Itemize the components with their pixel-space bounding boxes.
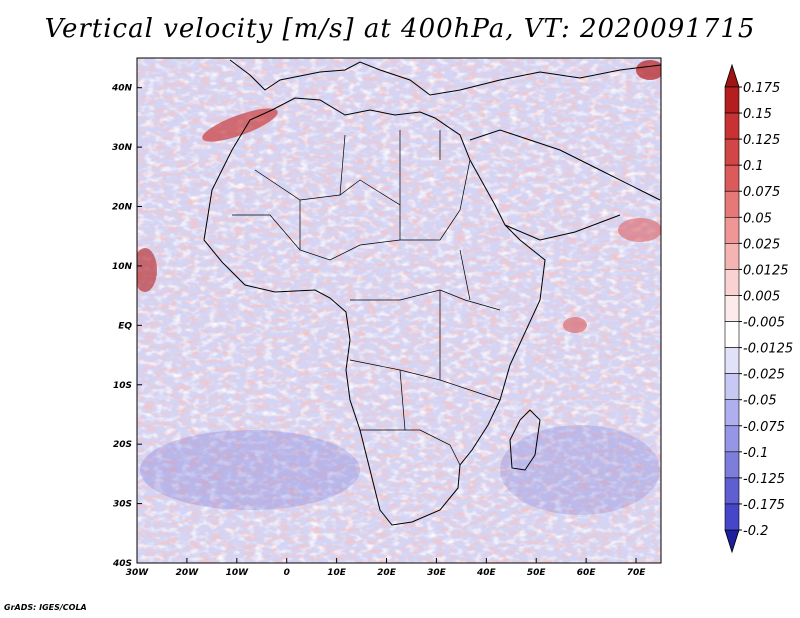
- colorbar-label: 0.05: [743, 211, 772, 226]
- colorbar-swatch: [724, 164, 740, 192]
- colorbar-swatch: [724, 190, 740, 218]
- colorbar-label: 0.025: [743, 237, 780, 252]
- colorbar-bottom-arrow: [724, 529, 740, 554]
- colorbar-swatch: [724, 373, 740, 401]
- x-tick-label: 40E: [476, 568, 497, 578]
- colorbar-label: 0.1: [743, 159, 764, 174]
- colorbar-swatch: [724, 425, 740, 453]
- colorbar-swatch: [724, 503, 740, 531]
- colorbar-swatch: [724, 138, 740, 166]
- y-tick-label: 40N: [111, 84, 133, 94]
- x-tick-label: 10E: [327, 568, 347, 578]
- colorbar-label: 0.175: [743, 81, 780, 96]
- colorbar-label: -0.0125: [743, 342, 793, 357]
- colorbar-swatch: [724, 399, 740, 427]
- y-tick-label: 10N: [112, 262, 133, 272]
- colorbar-label: 0.0125: [743, 263, 789, 278]
- x-tick-label: 10W: [226, 568, 250, 578]
- colorbar-label: -0.175: [743, 498, 785, 513]
- y-tick-label: 30S: [113, 500, 132, 510]
- colorbar-label: -0.1: [743, 446, 768, 461]
- colorbar-label: -0.125: [743, 472, 785, 487]
- velocity-field: [137, 58, 661, 563]
- strong-updraft-arabia: [618, 218, 661, 242]
- y-tick-label: 30N: [112, 143, 133, 153]
- arabia-coastline: [469, 129, 661, 241]
- x-tick-label: 0: [284, 568, 290, 578]
- colorbar-swatch: [724, 477, 740, 505]
- coastlines: [203, 59, 661, 526]
- colorbar-swatch: [724, 243, 740, 270]
- colorbar-label: 0.075: [743, 185, 780, 200]
- downdraft-indian-ocean: [500, 425, 660, 515]
- x-tick-label: 30E: [427, 568, 447, 578]
- strong-updraft-ne: [636, 60, 661, 80]
- colorbar-swatch: [724, 112, 740, 140]
- colorbar-swatch: [724, 216, 740, 244]
- y-tick-label: 10S: [113, 381, 132, 391]
- x-axis: 30W 20W 10W 0 10E 20E 30E 40E 50E 60E 70E: [126, 558, 646, 578]
- colorbar-label: -0.005: [743, 316, 785, 331]
- y-axis: 40N 30N 20N 10N EQ 10S 20S 30S 40S: [111, 84, 142, 569]
- x-tick-label: 60E: [577, 568, 597, 578]
- strong-updraft-westafrica: [137, 248, 157, 292]
- x-tick-label: 30W: [126, 568, 150, 578]
- colorbar-label: -0.075: [743, 420, 785, 435]
- colorbar-swatch: [724, 321, 740, 348]
- colorbar: 0.175 0.15 0.125 0.1 0.075 0.05 0.025 0.0125 0.0…: [724, 63, 793, 554]
- x-tick-label: 50E: [527, 568, 547, 578]
- colorbar-label: 0.125: [743, 133, 780, 148]
- x-tick-label: 20E: [377, 568, 397, 578]
- madagascar-coastline: [509, 409, 541, 471]
- colorbar-label: -0.05: [743, 394, 777, 409]
- y-tick-label: 20N: [112, 203, 133, 213]
- strong-updraft-ocean: [563, 317, 587, 333]
- colorbar-swatch: [724, 269, 740, 296]
- africa-coastline: [203, 97, 546, 526]
- x-tick-label: 20W: [176, 568, 200, 578]
- colorbar-swatch: [724, 347, 740, 374]
- downdraft-south-atlantic: [140, 430, 360, 510]
- colorbar-label: 0.005: [743, 289, 780, 304]
- europe-coastline: [229, 59, 661, 96]
- colorbar-swatch: [724, 86, 740, 114]
- country-borders: [232, 130, 501, 466]
- y-tick-label: EQ: [118, 321, 132, 331]
- colorbar-label: 0.15: [743, 107, 772, 122]
- x-tick-label: 70E: [627, 568, 647, 578]
- map-title: Vertical velocity [m/s] at 400hPa, VT: 2…: [44, 14, 756, 44]
- credits-footer: GrADS: IGES/COLA: [4, 603, 87, 612]
- y-tick-label: 20S: [113, 440, 132, 450]
- strong-updraft-morocco: [202, 108, 278, 142]
- plot-frame: [136, 57, 662, 564]
- colorbar-label: -0.2: [743, 524, 768, 539]
- colorbar-label: -0.025: [743, 368, 785, 383]
- colorbar-swatch: [724, 451, 740, 479]
- y-tick-label: 40S: [112, 559, 132, 569]
- colorbar-top-arrow: [724, 63, 740, 88]
- colorbar-swatch: [724, 295, 740, 322]
